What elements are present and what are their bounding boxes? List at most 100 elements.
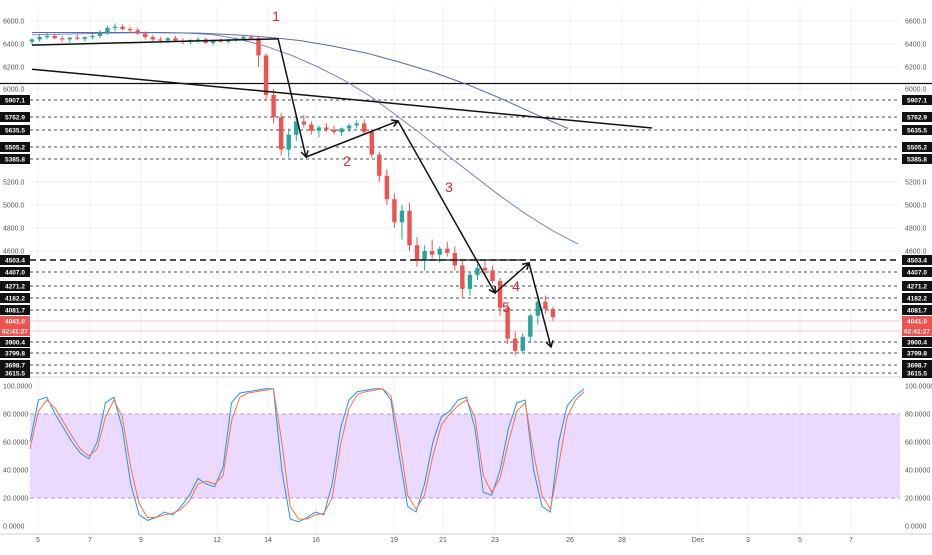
candle-body — [120, 26, 125, 30]
level-label-right: 5907.1 — [907, 98, 927, 105]
level-badge-right — [902, 112, 932, 122]
level-label-left: 4182.2 — [5, 296, 25, 303]
level-label-left: 4503.4 — [5, 258, 25, 265]
candle-body — [127, 29, 133, 31]
candle-body — [505, 307, 510, 339]
x-tick-label: 5 — [798, 537, 802, 544]
candle-body — [369, 132, 374, 155]
candle-body — [67, 37, 72, 40]
level-label-left: 5505.2 — [5, 145, 25, 152]
level-label-left: 4081.7 — [5, 308, 25, 315]
candle-body — [218, 40, 223, 42]
level-badge-right — [902, 154, 932, 164]
wave-label-5: 5 — [502, 299, 510, 315]
x-tick-label: 5 — [36, 537, 40, 544]
level-label-right: 4271.2 — [907, 284, 927, 291]
candle-body — [52, 35, 57, 39]
level-label-left: 4271.2 — [5, 284, 25, 291]
level-label-right: 4503.4 — [907, 258, 927, 265]
x-tick-label: 14 — [264, 537, 272, 544]
x-tick-label: 19 — [390, 537, 398, 544]
level-badge-right — [902, 293, 932, 303]
level-label-right: 4081.7 — [907, 308, 927, 315]
candle-body — [241, 37, 246, 39]
candle-body — [90, 35, 95, 38]
price-tick-right: 6600.0 — [905, 19, 927, 26]
level-badge-right — [902, 267, 932, 277]
level-label-left: 3698.7 — [5, 363, 25, 370]
candle-body — [97, 32, 103, 36]
candle-body — [37, 37, 42, 40]
x-tick-label: 3 — [746, 537, 750, 544]
level-badge-left — [0, 305, 30, 315]
osc-tick-right: 40.0000 — [905, 468, 930, 475]
price-label-right: 4041.0 — [907, 319, 927, 326]
wave-label-3: 3 — [445, 179, 453, 195]
x-tick-label: 7 — [88, 537, 92, 544]
level-badge-left — [0, 281, 30, 291]
osc-tick-left: 0.0000 — [3, 524, 25, 531]
level-badge-left — [0, 360, 30, 370]
candle-body — [460, 265, 465, 289]
candle-body — [331, 129, 337, 133]
price-tick-right: 4800.0 — [905, 226, 927, 233]
candle-body — [82, 37, 88, 39]
level-label-right: 3698.7 — [907, 363, 927, 370]
candle-body — [407, 210, 412, 246]
candle-body — [324, 127, 329, 130]
candle-body — [429, 251, 435, 255]
level-label-right: 4182.2 — [907, 296, 927, 303]
price-tick-right: 6200.0 — [905, 65, 927, 72]
candle-body — [550, 309, 556, 318]
wave-segment — [397, 120, 496, 294]
osc-tick-left: 20.0000 — [3, 496, 28, 503]
candle-body — [535, 301, 541, 316]
level-badge-left — [0, 267, 30, 277]
price-label-left: 4041.0 — [5, 319, 25, 326]
price-tick-left: 6000.0 — [3, 87, 25, 94]
candle-body — [44, 35, 50, 38]
level-badge-right — [902, 255, 932, 265]
candle-body — [354, 123, 359, 126]
candle-body — [475, 267, 480, 275]
x-tick-label: Dec — [692, 537, 705, 544]
candle-body — [452, 252, 457, 266]
level-label-right: 5385.8 — [907, 157, 927, 164]
level-badge-right — [902, 125, 932, 135]
candle-body — [294, 121, 299, 135]
candle-body — [135, 30, 140, 34]
osc-tick-right: 0.0000 — [905, 524, 927, 531]
candle-body — [248, 37, 254, 39]
level-badge-right — [902, 368, 932, 378]
candle-body — [286, 134, 291, 150]
wave-arrowhead — [545, 340, 554, 349]
candle-body — [422, 251, 427, 261]
candle-body — [29, 39, 35, 42]
level-label-left: 5907.1 — [5, 98, 25, 105]
x-tick-label: 28 — [618, 537, 626, 544]
price-tick-left: 5200.0 — [3, 180, 25, 187]
candle-body — [75, 37, 80, 39]
level-label-left: 3799.8 — [5, 351, 25, 358]
x-tick-label: 7 — [849, 537, 853, 544]
level-label-right: 5762.9 — [907, 115, 927, 122]
level-badge-left — [0, 95, 30, 105]
wave-segment — [305, 120, 399, 158]
osc-tick-right: 60.0000 — [905, 440, 930, 447]
candle-body — [490, 270, 495, 281]
candle-body — [362, 123, 367, 133]
candle-body — [271, 94, 276, 118]
price-badge-right — [902, 316, 932, 326]
candle-body — [173, 38, 178, 41]
price-tick-left: 4600.0 — [3, 249, 25, 256]
candle-body — [497, 280, 503, 308]
moving-average-line — [32, 32, 569, 129]
candle-body — [105, 27, 110, 33]
level-badge-right — [902, 95, 932, 105]
price-tick-right: 6000.0 — [905, 87, 927, 94]
candle-body — [339, 128, 344, 133]
candle-body — [158, 39, 163, 41]
wave-label-2: 2 — [343, 153, 351, 169]
